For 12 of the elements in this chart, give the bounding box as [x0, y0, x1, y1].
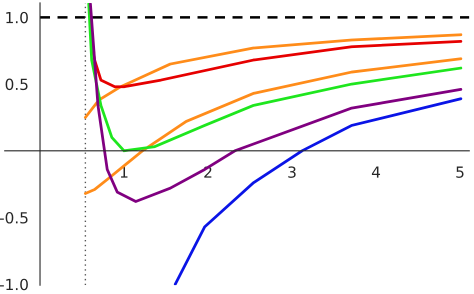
- y-tick-label: 1.0: [6, 12, 28, 24]
- y-tick-label: -0.5: [0, 212, 28, 224]
- y-tick-label: -1.0: [0, 278, 28, 290]
- x-tick-label: 5: [456, 166, 464, 178]
- y-tick-label: 0.5: [6, 78, 28, 90]
- x-tick-label: 4: [372, 166, 380, 178]
- line-series: [84, 33, 462, 119]
- line-series: [84, 57, 462, 195]
- line-series: [87, 2, 462, 152]
- x-tick-label: 3: [288, 166, 296, 178]
- line-series: [174, 97, 462, 286]
- line-series: [89, 2, 462, 203]
